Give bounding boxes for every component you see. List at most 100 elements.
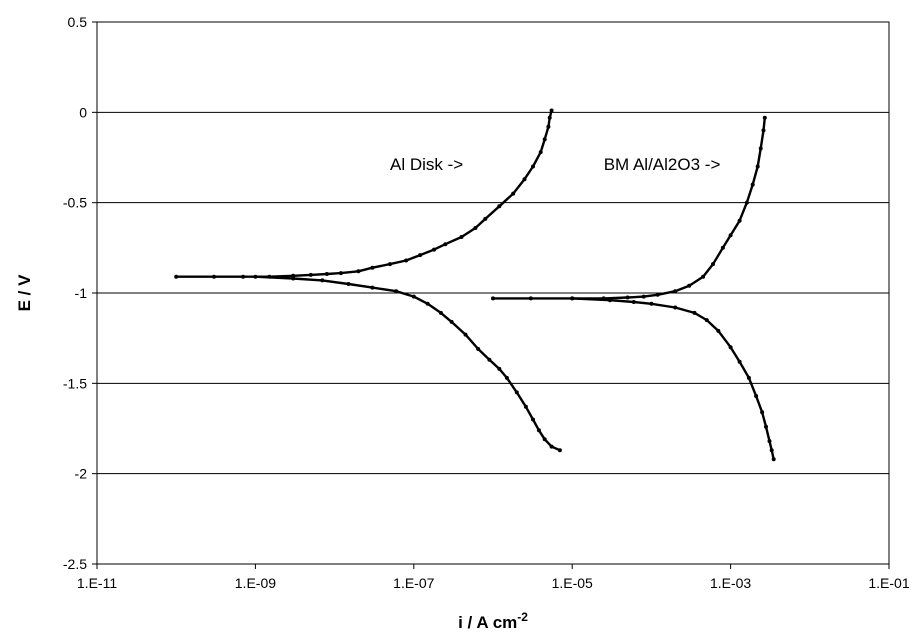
y-tick-label: 0.5 bbox=[68, 14, 88, 30]
y-tick-label: -0.5 bbox=[63, 195, 87, 211]
data-point bbox=[538, 150, 543, 155]
data-point bbox=[483, 216, 488, 221]
y-tick-label: -2.5 bbox=[63, 556, 87, 572]
y-tick-label: -1 bbox=[75, 285, 88, 301]
data-point bbox=[404, 258, 409, 263]
data-point bbox=[549, 444, 554, 449]
data-point bbox=[241, 274, 246, 279]
x-axis-title-superscript: -2 bbox=[517, 610, 528, 624]
annotation-label: Al Disk -> bbox=[390, 155, 463, 174]
data-point bbox=[641, 294, 646, 299]
data-point bbox=[531, 164, 535, 169]
data-point bbox=[425, 301, 430, 306]
y-axis-title: E / V bbox=[15, 274, 34, 312]
data-point bbox=[536, 428, 541, 433]
series-line bbox=[254, 275, 562, 452]
x-tick-label: 1.E-11 bbox=[77, 575, 117, 591]
data-point bbox=[491, 296, 495, 301]
data-point bbox=[338, 271, 343, 276]
data-point bbox=[356, 269, 361, 274]
data-point bbox=[497, 366, 502, 371]
data-point bbox=[459, 235, 464, 239]
data-point bbox=[523, 404, 528, 409]
data-point bbox=[438, 310, 443, 315]
data-point bbox=[449, 319, 454, 324]
annotations: Al Disk -> BM Al/Al2O3 -> bbox=[390, 155, 720, 174]
data-point bbox=[631, 300, 636, 304]
data-point bbox=[760, 410, 765, 415]
data-point bbox=[212, 274, 216, 279]
y-tick-label: -2 bbox=[75, 466, 88, 482]
data-point bbox=[755, 164, 760, 169]
data-point bbox=[701, 274, 706, 279]
data-point bbox=[511, 191, 516, 196]
data-point bbox=[528, 296, 533, 301]
data-point bbox=[570, 296, 575, 301]
data-point bbox=[308, 272, 313, 277]
data-point bbox=[504, 375, 509, 380]
data-point bbox=[762, 115, 767, 120]
data-point bbox=[370, 285, 375, 290]
data-point bbox=[549, 108, 554, 113]
data-point bbox=[418, 253, 423, 258]
data-point bbox=[394, 289, 399, 294]
data-point bbox=[649, 301, 654, 306]
data-point bbox=[608, 298, 612, 303]
data-point bbox=[750, 182, 755, 187]
data-point bbox=[253, 274, 258, 279]
data-point bbox=[542, 437, 547, 442]
data-point bbox=[531, 417, 535, 422]
data-point bbox=[673, 305, 678, 310]
x-axis-title: i / A cm-2 bbox=[458, 610, 528, 632]
x-axis-title-main: i / A cm bbox=[458, 613, 517, 632]
data-point bbox=[547, 115, 552, 120]
data-point bbox=[704, 318, 709, 323]
data-point bbox=[432, 247, 436, 252]
data-point bbox=[711, 262, 715, 267]
x-tick-label: 1.E-09 bbox=[235, 575, 276, 591]
data-point bbox=[522, 177, 527, 182]
data-point bbox=[687, 283, 692, 288]
y-tick-label: 0 bbox=[79, 104, 87, 120]
data-point bbox=[497, 204, 502, 209]
data-point bbox=[746, 375, 751, 380]
data-point bbox=[546, 124, 551, 129]
data-point bbox=[346, 282, 351, 286]
data-point bbox=[324, 272, 329, 276]
data-point bbox=[514, 390, 519, 395]
data-point bbox=[728, 233, 733, 238]
data-point bbox=[716, 328, 721, 333]
x-tick-label: 1.E-03 bbox=[710, 575, 751, 591]
data-point bbox=[771, 457, 776, 462]
data-point bbox=[388, 262, 392, 267]
series-4 bbox=[570, 296, 776, 462]
series-line bbox=[491, 116, 766, 300]
data-point bbox=[758, 146, 763, 151]
data-point bbox=[737, 359, 742, 364]
data-point bbox=[370, 265, 375, 270]
axis-ticks: 0.5 0 -0.5 -1 -1.5 -2 -2.5 1.E-11 1.E-09 1.E-07 1.… bbox=[63, 14, 910, 591]
data-point bbox=[291, 276, 296, 281]
data-point bbox=[692, 310, 697, 315]
data-point bbox=[720, 245, 725, 250]
data-point bbox=[744, 200, 749, 205]
data-point bbox=[473, 226, 478, 230]
y-tick-label: -1.5 bbox=[63, 375, 87, 391]
series-2 bbox=[253, 274, 562, 453]
annotation-label: BM Al/Al2O3 -> bbox=[604, 155, 721, 174]
x-tick-label: 1.E-07 bbox=[393, 575, 434, 591]
data-point bbox=[673, 289, 678, 294]
data-point bbox=[754, 394, 759, 398]
data-point bbox=[557, 448, 562, 453]
data-point bbox=[655, 292, 660, 297]
data-point bbox=[728, 345, 733, 350]
gridlines bbox=[97, 111, 889, 475]
data-point bbox=[476, 347, 481, 351]
x-tick-label: 1.E-01 bbox=[868, 575, 909, 591]
data-point bbox=[767, 439, 772, 444]
data-point bbox=[487, 357, 492, 362]
data-point bbox=[411, 294, 416, 299]
data-point bbox=[320, 278, 325, 283]
